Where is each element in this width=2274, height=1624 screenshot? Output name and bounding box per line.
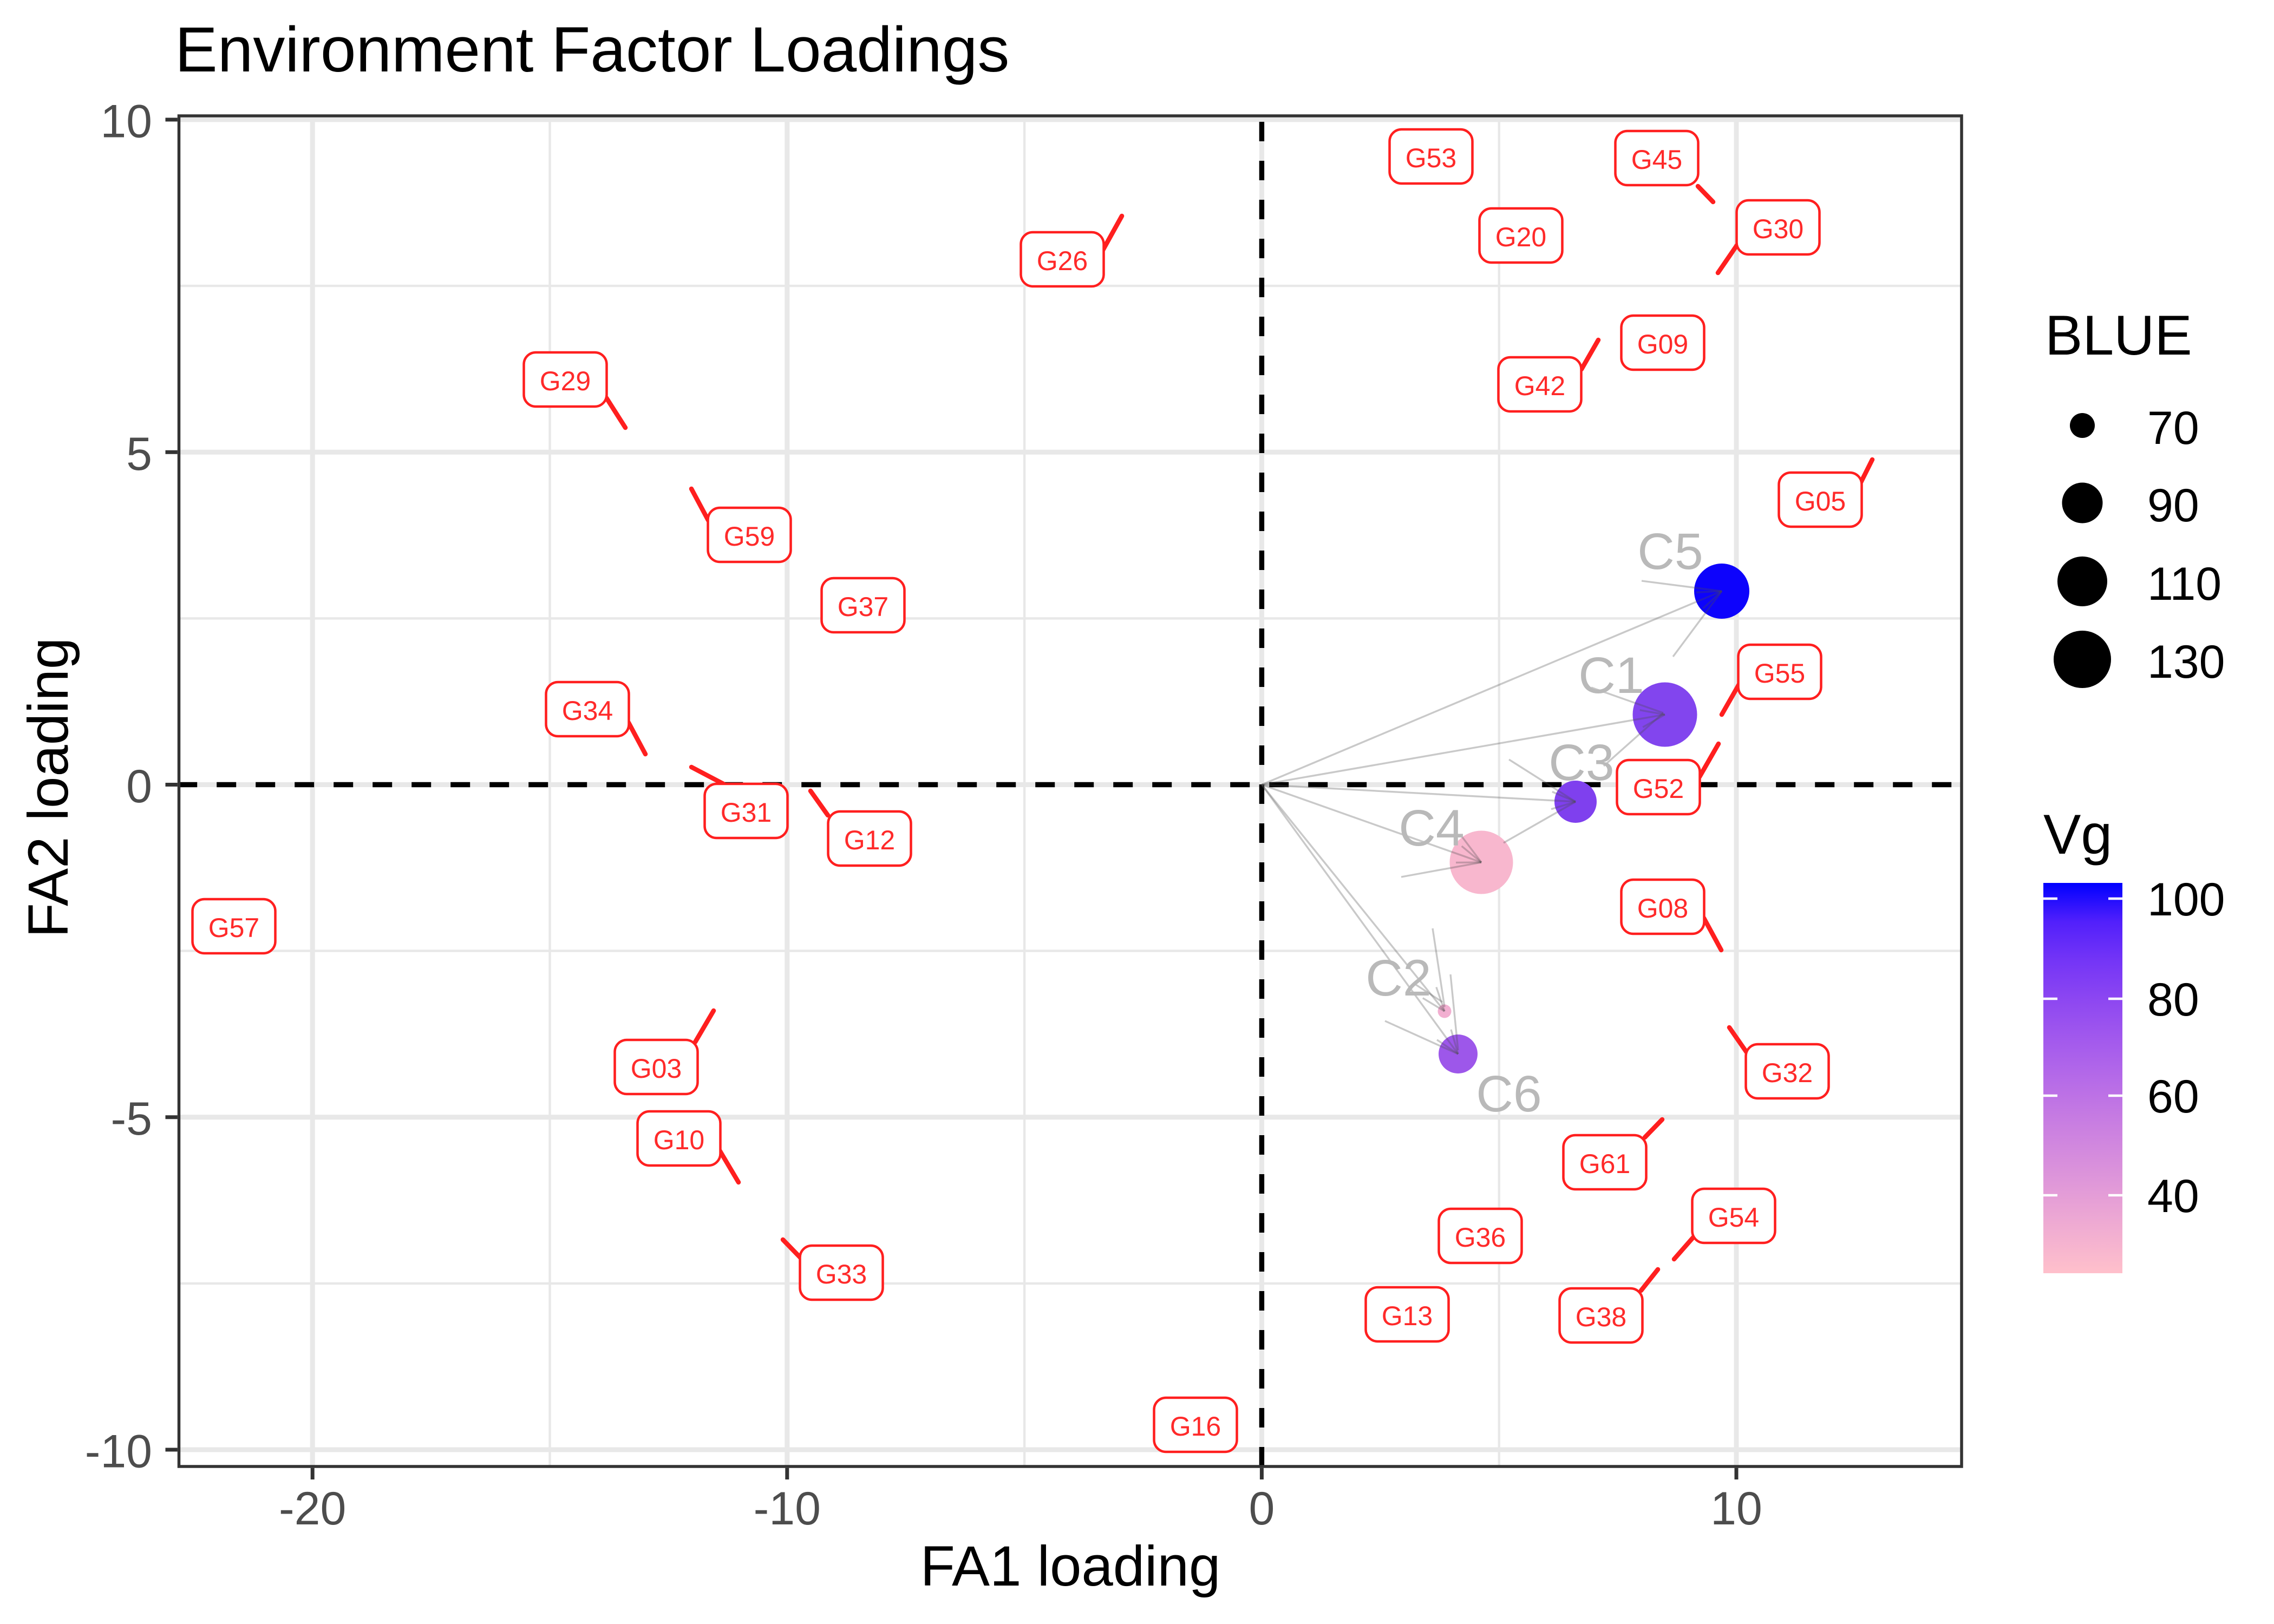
svg-text:G03: G03 xyxy=(631,1053,682,1084)
svg-text:C4: C4 xyxy=(1399,800,1464,857)
svg-text:FA2 loading: FA2 loading xyxy=(17,638,80,938)
svg-text:C1: C1 xyxy=(1578,647,1644,704)
svg-text:G54: G54 xyxy=(1708,1202,1760,1233)
svg-text:90: 90 xyxy=(2147,480,2199,532)
svg-text:G31: G31 xyxy=(721,797,772,828)
svg-text:-10: -10 xyxy=(754,1483,821,1535)
svg-text:G26: G26 xyxy=(1037,246,1088,276)
svg-text:40: 40 xyxy=(2147,1170,2199,1222)
svg-text:5: 5 xyxy=(126,428,152,480)
svg-text:-20: -20 xyxy=(279,1483,346,1535)
svg-text:-10: -10 xyxy=(85,1426,152,1478)
svg-text:G20: G20 xyxy=(1495,222,1547,252)
svg-text:G08: G08 xyxy=(1637,893,1689,924)
svg-text:G30: G30 xyxy=(1753,214,1804,244)
svg-text:G42: G42 xyxy=(1514,371,1566,401)
svg-text:10: 10 xyxy=(100,96,152,148)
svg-text:80: 80 xyxy=(2147,974,2199,1026)
svg-text:FA1 loading: FA1 loading xyxy=(920,1535,1221,1598)
svg-text:G34: G34 xyxy=(562,696,613,726)
svg-text:G13: G13 xyxy=(1382,1301,1433,1331)
svg-text:G59: G59 xyxy=(724,521,775,552)
svg-text:C5: C5 xyxy=(1637,523,1703,580)
svg-text:G45: G45 xyxy=(1631,145,1683,175)
svg-text:G36: G36 xyxy=(1455,1222,1506,1253)
svg-text:G37: G37 xyxy=(838,592,889,622)
svg-text:G55: G55 xyxy=(1754,658,1806,689)
svg-text:10: 10 xyxy=(1710,1483,1762,1535)
svg-text:G61: G61 xyxy=(1579,1149,1631,1179)
svg-text:60: 60 xyxy=(2147,1071,2199,1123)
svg-text:G33: G33 xyxy=(816,1259,867,1289)
svg-text:C2: C2 xyxy=(1365,949,1431,1007)
svg-text:G09: G09 xyxy=(1637,329,1689,359)
svg-text:100: 100 xyxy=(2147,874,2225,926)
svg-text:Environment Factor Loadings: Environment Factor Loadings xyxy=(175,14,1009,86)
svg-text:G57: G57 xyxy=(208,913,260,943)
svg-text:G32: G32 xyxy=(1762,1058,1813,1088)
svg-text:0: 0 xyxy=(126,761,152,813)
svg-text:G29: G29 xyxy=(540,366,591,396)
svg-text:BLUE: BLUE xyxy=(2045,304,2192,367)
svg-text:G12: G12 xyxy=(844,825,896,855)
svg-text:G16: G16 xyxy=(1170,1411,1221,1442)
svg-text:-5: -5 xyxy=(111,1093,152,1145)
svg-text:G53: G53 xyxy=(1406,143,1457,173)
svg-text:Vg: Vg xyxy=(2043,803,2112,866)
svg-text:G10: G10 xyxy=(654,1125,705,1155)
svg-text:110: 110 xyxy=(2147,558,2221,610)
svg-text:70: 70 xyxy=(2147,402,2199,454)
svg-text:G05: G05 xyxy=(1795,486,1846,516)
svg-text:G52: G52 xyxy=(1633,774,1684,804)
svg-text:0: 0 xyxy=(1249,1483,1275,1535)
svg-text:C6: C6 xyxy=(1476,1065,1541,1123)
svg-text:C3: C3 xyxy=(1548,734,1614,791)
svg-text:130: 130 xyxy=(2147,636,2225,688)
svg-text:G38: G38 xyxy=(1576,1302,1627,1332)
